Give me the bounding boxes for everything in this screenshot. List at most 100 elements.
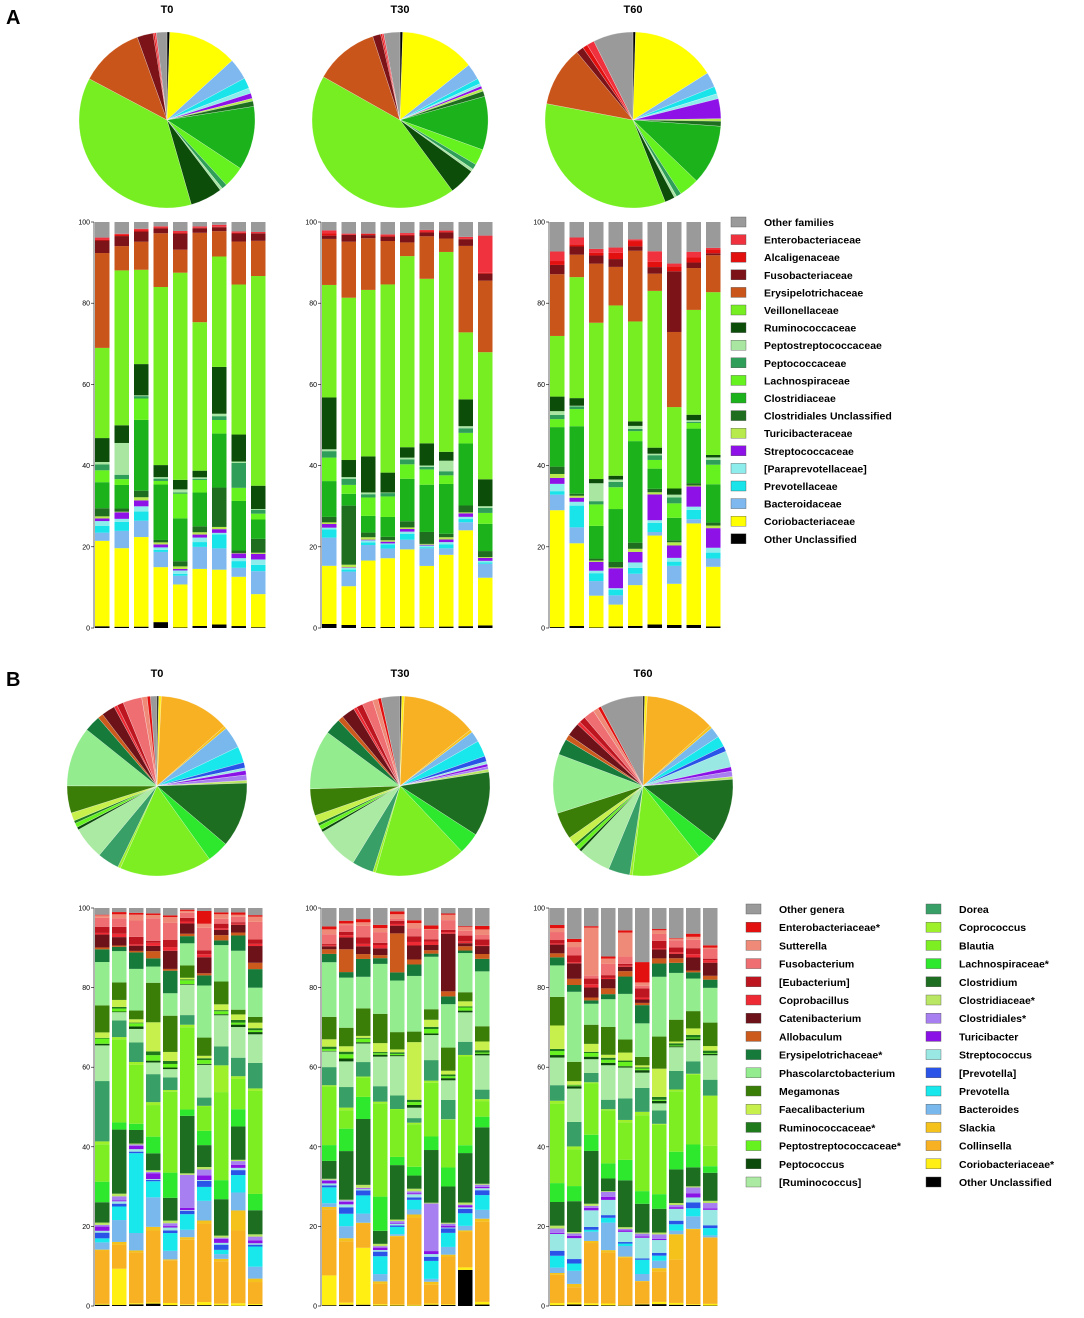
bar-segment [114,518,129,522]
bar-segment [703,1200,718,1204]
bar-segment [686,268,701,310]
bar-segment [686,485,701,487]
bar-segment [550,965,565,997]
bar-segment [95,626,110,628]
bar-segment [214,929,229,936]
bar-segment [567,1232,582,1234]
bar-segment [550,396,565,412]
bar-segment [361,238,376,290]
bar-segment [584,1134,599,1151]
bar-segment [706,528,721,548]
bar-segment [373,1196,388,1231]
bar-segment [231,626,246,628]
legend-swatch [745,1158,762,1170]
bar-segment [356,1213,371,1223]
bar-segment [475,971,490,1027]
bar-segment [618,1256,633,1258]
y-tick-label: 20 [309,1224,317,1231]
bar-segment [180,979,195,981]
bar-segment [129,1143,144,1145]
bar-segment [569,222,584,238]
bar-segment [163,1305,178,1306]
bar-segment [589,561,604,571]
bar-segment [550,1225,565,1229]
bar-segment [400,242,415,257]
bar-segment [407,1304,422,1306]
bar-segment [390,920,405,924]
bar-segment [231,914,246,917]
bar-segment [475,1186,490,1189]
bar-segment [231,576,246,627]
bar-segment [248,1240,263,1244]
bar-segment [475,929,490,935]
bar-segment [647,520,662,523]
bar-segment [173,627,188,628]
bar-segment [322,1050,337,1052]
bar-segment [458,930,473,936]
bar-segment [180,1210,195,1211]
bar-segment [686,222,701,252]
bar-segment [373,1251,388,1257]
bar-segment [628,585,643,626]
bar-segment [134,228,149,231]
bar-segment [424,953,439,957]
bar-segment [134,419,149,491]
bar-segment [584,1083,599,1135]
bar-segment [652,958,667,964]
bar-segment [95,1249,110,1251]
pie-slice [156,782,248,845]
bar-segment [356,1223,371,1248]
bar-segment [197,1220,212,1224]
bar-segment [163,1091,178,1173]
bar-segment [390,1225,405,1227]
bar-segment [251,513,266,520]
bar-segment [458,1012,473,1042]
legend-swatch [745,976,762,987]
bar-segment [163,947,178,951]
bar-segment [569,426,584,494]
bar-segment [584,1305,599,1306]
bar-segment [686,1305,701,1306]
bar-segment [608,266,623,306]
bar-segment [112,1006,127,1009]
bar-segment [112,1206,127,1221]
bar-segment [647,522,662,532]
bar-segment [703,1022,718,1047]
bar-segment [180,933,195,937]
bar-segment [635,908,650,963]
bar-segment [129,1019,144,1023]
bar-segment [550,1051,565,1056]
bar-segment [95,222,110,238]
bar-segment [356,946,371,955]
bar-segment [567,1088,582,1122]
bar-segment [197,985,212,1038]
bar-segment [214,1238,229,1243]
bar-segment [628,542,643,549]
bar-segment [567,1086,582,1089]
bar-segment [439,554,454,627]
bar-segment [628,548,643,552]
y-tick-label: 100 [305,906,317,913]
bar-segment [601,1305,616,1306]
bar-segment [248,987,263,1017]
bar-segment [163,1067,178,1070]
bar-segment [231,1164,246,1168]
bar-segment [424,1060,439,1081]
bar-segment [458,428,473,433]
bar-segment [686,970,701,973]
bar-segment [686,972,701,979]
bar-segment [390,1056,405,1096]
bar-segment [550,1255,565,1268]
y-tick-label: 60 [309,1065,317,1072]
bar-segment [458,513,473,517]
bar-segment [647,488,662,493]
bar-segment [550,996,565,1026]
bar-segment [475,934,490,940]
bar-segment [584,1059,599,1074]
bar-segment [703,1095,718,1146]
bar-segment [114,511,129,513]
bar-segment [163,1015,178,1052]
bar-segment [180,921,195,924]
bar-segment [112,1200,127,1202]
bar-segment [180,1210,195,1215]
